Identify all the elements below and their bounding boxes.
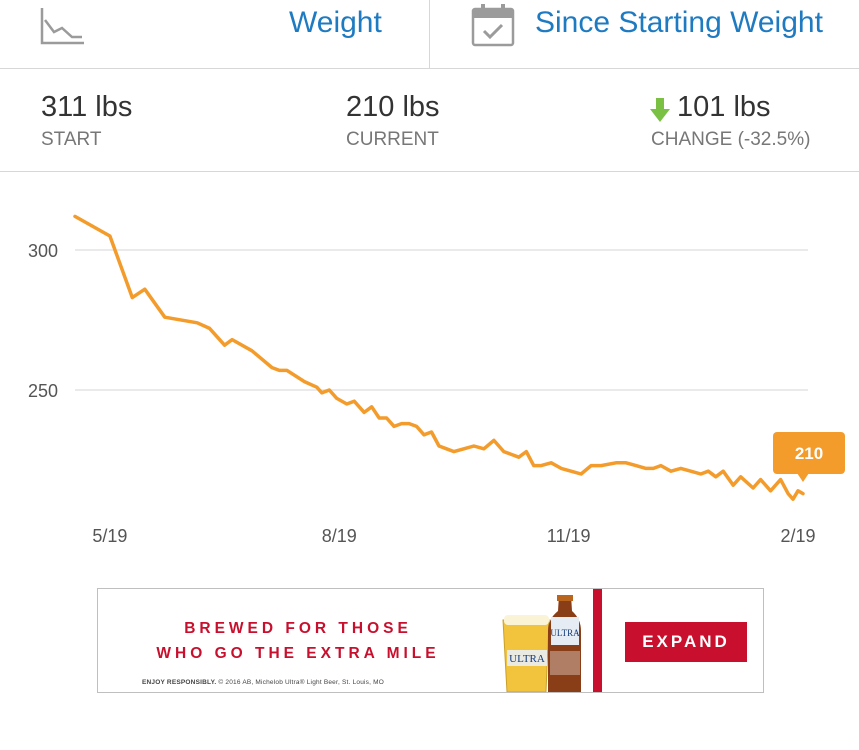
current-value-pointer	[797, 473, 810, 482]
ad-expand-button[interactable]: EXPAND	[625, 622, 747, 662]
weight-summary: 311 lbs START 210 lbs CURRENT 101 lbs CH…	[0, 69, 859, 172]
glass-brand-text: ULTRA	[509, 653, 545, 665]
ad-red-stripe	[593, 589, 602, 692]
header-divider	[429, 0, 430, 68]
ad-headline-line2: WHO GO THE EXTRA MILE	[156, 645, 440, 662]
x-tick-label: 2/19	[781, 526, 816, 546]
calendar-check-icon[interactable]	[471, 3, 515, 47]
weight-change-value: 101 lbs	[677, 91, 771, 123]
weight-series-line	[73, 214, 805, 501]
date-range-selector[interactable]: Since Starting Weight	[535, 6, 823, 39]
weight-change-label: CHANGE (-32.5%)	[651, 129, 811, 150]
current-value-bubble	[773, 432, 845, 474]
bottle-brand-text: ULTRA	[550, 628, 580, 638]
start-weight-value: 311 lbs	[41, 91, 133, 123]
x-tick-label: 8/19	[322, 526, 357, 546]
ad-banner[interactable]: BREWED FOR THOSE WHO GO THE EXTRA MILE E…	[97, 588, 764, 693]
current-value-label: 210	[795, 444, 823, 463]
line-chart-icon[interactable]	[40, 6, 86, 46]
weight-line-chart: 300 250 5/19 8/19 11/19 2/19 210	[28, 214, 845, 546]
metric-selector[interactable]: Weight	[289, 6, 382, 39]
down-arrow-icon	[650, 98, 670, 122]
y-tick-label: 250	[28, 381, 58, 401]
ad-fine-print: ENJOY RESPONSIBLY. © 2016 AB, Michelob U…	[142, 679, 384, 686]
current-weight-value: 210 lbs	[346, 91, 440, 123]
y-tick-label: 300	[28, 241, 58, 261]
top-bar: Weight Since Starting Weight	[0, 0, 859, 69]
ad-fine-print-bold: ENJOY RESPONSIBLY.	[142, 679, 217, 686]
current-weight-label: CURRENT	[346, 129, 439, 150]
ad-headline-line1: BREWED FOR THOSE	[184, 620, 412, 637]
ad-fine-print-rest: © 2016 AB, Michelob Ultra® Light Beer, S…	[216, 679, 384, 686]
x-tick-label: 5/19	[92, 526, 127, 546]
weight-chart: 300 250 5/19 8/19 11/19 2/19 210	[0, 172, 859, 572]
beer-bottle-image: ULTRA ULTRA	[502, 595, 581, 692]
start-weight-label: START	[41, 129, 102, 150]
x-tick-label: 11/19	[547, 526, 591, 546]
